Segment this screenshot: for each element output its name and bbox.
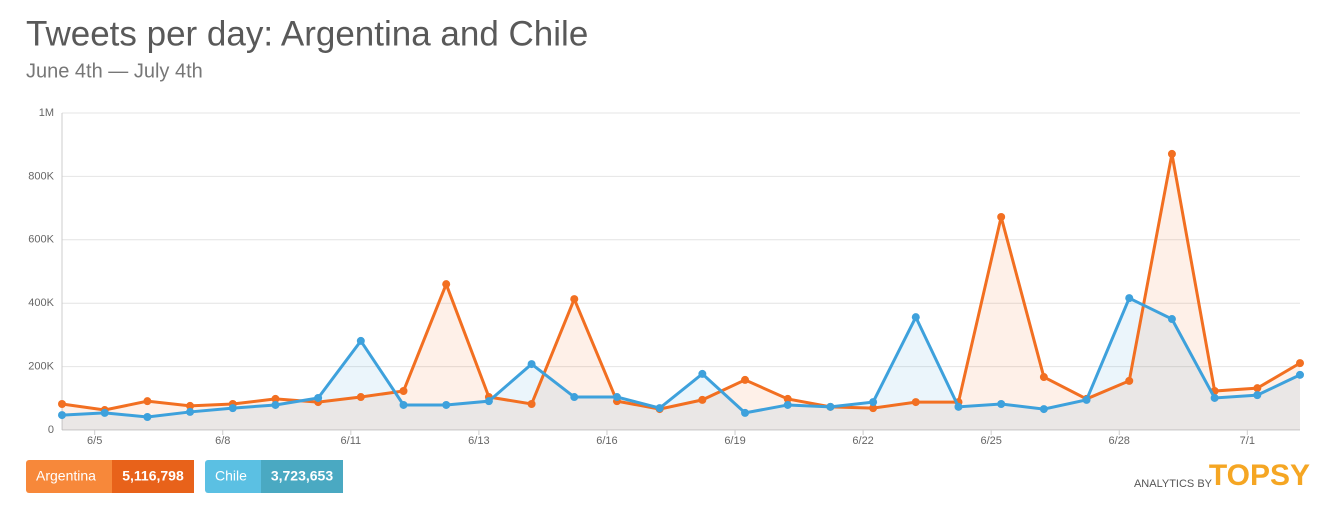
x-tick-label: 6/28 (1109, 435, 1130, 447)
chart-subtitle: June 4th — July 4th (26, 60, 203, 82)
point (399, 387, 408, 396)
x-tick-label: 6/25 (980, 435, 1001, 447)
point (314, 393, 323, 402)
x-tick-label: 6/8 (215, 435, 230, 447)
y-tick-label: 600K (28, 234, 54, 246)
point (1039, 373, 1048, 382)
point (1296, 370, 1304, 379)
area (62, 153, 1300, 430)
point (58, 400, 66, 409)
point (1125, 294, 1134, 303)
point (954, 402, 963, 411)
point (783, 400, 792, 409)
point (698, 395, 707, 404)
point (527, 360, 536, 369)
point (655, 404, 664, 413)
point (911, 398, 920, 407)
point (1082, 395, 1091, 404)
legend-total: 3,723,653 (271, 468, 333, 484)
legend-label: Chile (215, 468, 247, 484)
point (869, 404, 878, 413)
legend-label: Argentina (36, 468, 96, 484)
point (1125, 376, 1134, 385)
point (271, 394, 280, 403)
chart-title: Tweets per day: Argentina and Chile (26, 14, 588, 53)
point (356, 336, 365, 345)
point (570, 393, 579, 402)
x-tick-label: 6/22 (852, 435, 873, 447)
credit-brand: TOPSY (1209, 459, 1310, 492)
point (869, 398, 878, 407)
point (741, 375, 750, 384)
x-tick-label: 6/16 (596, 435, 617, 447)
line (61, 296, 1301, 419)
point (1039, 405, 1048, 414)
point (228, 404, 237, 413)
point (1210, 393, 1219, 402)
line (61, 153, 1301, 412)
x-tick-label: 6/19 (724, 435, 745, 447)
point (527, 400, 536, 409)
point (698, 369, 707, 378)
y-tick-label: 800K (28, 170, 54, 182)
point (783, 394, 792, 403)
point (100, 408, 109, 417)
point (570, 295, 579, 304)
x-tick-label: 7/1 (1240, 435, 1255, 447)
point (1167, 315, 1176, 324)
point (442, 400, 451, 409)
point (741, 408, 750, 417)
point (143, 413, 152, 422)
point (911, 313, 920, 322)
point (1253, 391, 1262, 400)
y-tick-label: 200K (28, 361, 54, 373)
legend-total-box (112, 460, 194, 493)
area (62, 298, 1300, 430)
point (186, 407, 195, 416)
y-tick-label: 400K (28, 297, 54, 309)
point (356, 393, 365, 402)
point (826, 402, 835, 411)
point (58, 411, 66, 420)
point (143, 397, 152, 406)
y-tick-label: 0 (48, 424, 54, 436)
point (612, 393, 621, 402)
x-tick-label: 6/13 (468, 435, 489, 447)
point (399, 400, 408, 409)
x-tick-label: 6/11 (341, 435, 362, 447)
credit-prefix: ANALYTICS BY (1134, 478, 1213, 490)
y-tick-label: 1M (39, 107, 54, 119)
legend-total-box (261, 460, 343, 493)
point (442, 280, 451, 289)
point (186, 401, 195, 410)
point (1167, 149, 1176, 158)
legend-total: 5,116,798 (122, 468, 184, 484)
point (271, 400, 280, 409)
point (997, 400, 1006, 409)
point (1253, 384, 1262, 393)
x-tick-label: 6/5 (87, 435, 102, 447)
point (1296, 359, 1304, 368)
point (484, 397, 493, 406)
point (997, 212, 1006, 221)
